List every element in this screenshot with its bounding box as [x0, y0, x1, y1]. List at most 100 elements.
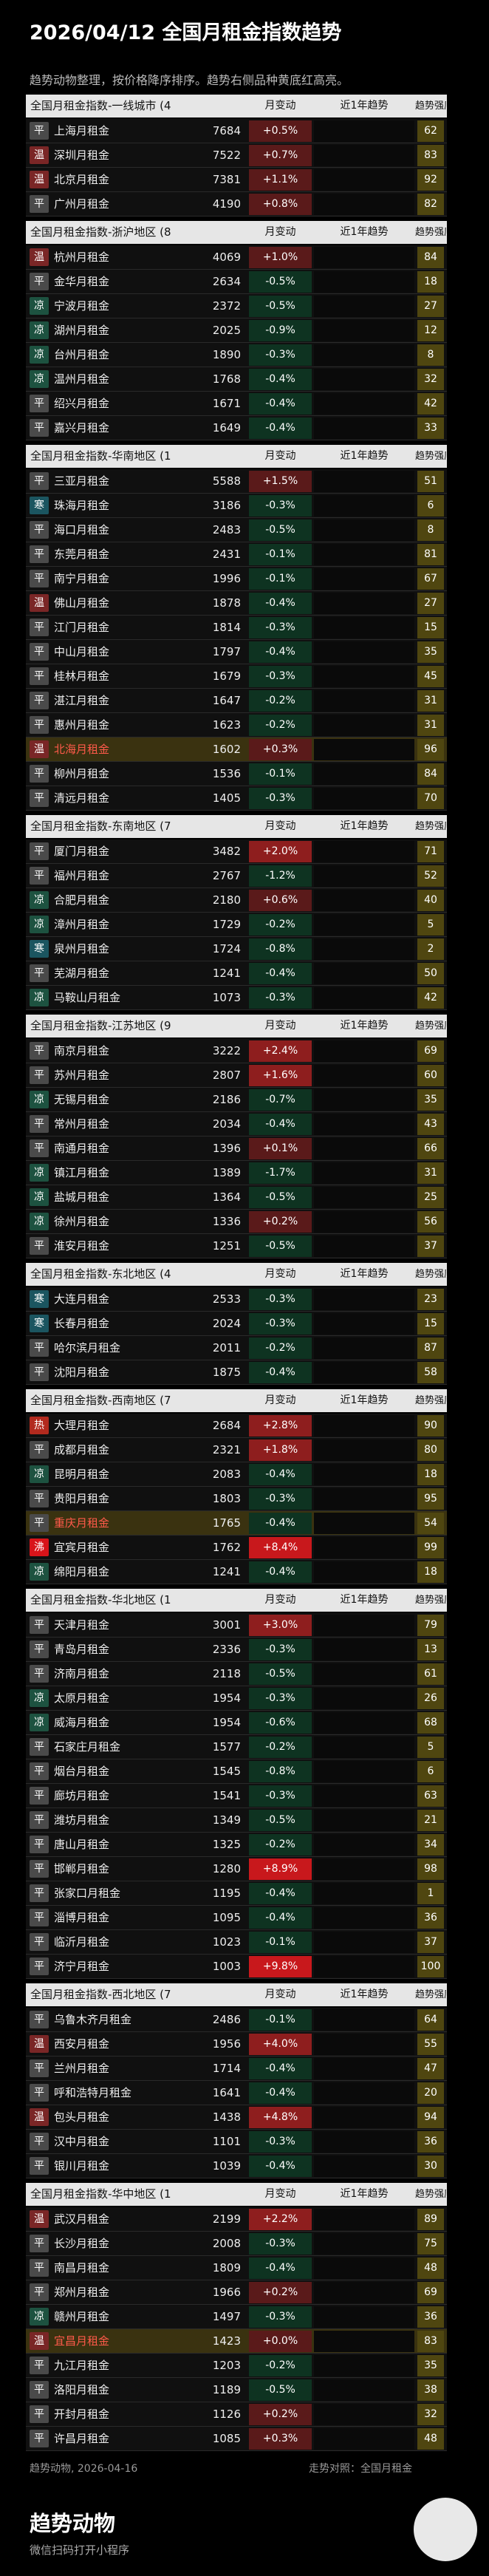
- section-title: 全国月租金指数-西北地区 (7: [30, 1988, 171, 2001]
- trend-strength: 100: [417, 1956, 444, 1977]
- price: 1280: [212, 1862, 241, 1875]
- price: 1875: [212, 1366, 241, 1379]
- month-change: +1.1%: [249, 169, 312, 191]
- trend-cell: [314, 2156, 414, 2177]
- section-title: 全国月租金指数-东南地区 (7: [30, 820, 171, 833]
- city-name: 珠海月租金: [54, 499, 110, 512]
- city-name: 盐城月租金: [54, 1190, 110, 1204]
- month-change: -0.3%: [249, 617, 312, 638]
- price: 3001: [212, 1618, 241, 1632]
- trend-cell: [314, 1236, 414, 1257]
- price: 1966: [212, 2286, 241, 2299]
- status-tag: 凉: [30, 1689, 49, 1707]
- price: 1541: [212, 1789, 241, 1802]
- column-trend: 近1年趋势: [340, 820, 389, 832]
- trend-cell: [314, 271, 414, 293]
- trend-strength: 18: [417, 271, 444, 293]
- trend-cell: [314, 2331, 414, 2352]
- month-change: +2.2%: [249, 2209, 312, 2230]
- price: 2008: [212, 2237, 241, 2250]
- month-change: -0.4%: [249, 369, 312, 390]
- price: 1602: [212, 743, 241, 756]
- month-change: -0.3%: [249, 2306, 312, 2328]
- month-change: -0.3%: [249, 495, 312, 517]
- city-name: 广州月租金: [54, 197, 110, 211]
- trend-cell: [314, 890, 414, 911]
- trend-strength: 15: [417, 1313, 444, 1335]
- trend-cell: [314, 544, 414, 565]
- price: 5588: [212, 474, 241, 488]
- city-name: 南京月租金: [54, 1044, 110, 1057]
- price: 1389: [212, 1166, 241, 1179]
- month-change: -0.3%: [249, 666, 312, 687]
- section-header: [26, 2183, 447, 2206]
- brand-name: 趋势动物: [30, 2511, 116, 2536]
- status-tag: 凉: [30, 2308, 49, 2325]
- status-tag: 平: [30, 1957, 49, 1975]
- trend-cell: [314, 1907, 414, 1929]
- trend-cell: [314, 2355, 414, 2376]
- price: 1954: [212, 1691, 241, 1705]
- status-tag: 平: [30, 2357, 49, 2374]
- city-name: 洛阳月租金: [54, 2383, 110, 2396]
- trend-strength: 69: [417, 2282, 444, 2303]
- column-strength: 趋势强度: [415, 1020, 446, 1032]
- trend-strength: 36: [417, 1907, 444, 1929]
- month-change: -0.2%: [249, 1338, 312, 1359]
- status-tag: 平: [30, 570, 49, 587]
- price: 1996: [212, 572, 241, 585]
- month-change: -0.3%: [249, 1688, 312, 1709]
- trend-strength: 21: [417, 1810, 444, 1831]
- month-change: -1.2%: [249, 865, 312, 887]
- month-change: -0.3%: [249, 788, 312, 809]
- status-tag: 温: [30, 146, 49, 164]
- trend-cell: [314, 841, 414, 862]
- city-name: 南昌月租金: [54, 2261, 110, 2275]
- city-name: 宜宾月租金: [54, 1541, 110, 1554]
- month-change: +2.0%: [249, 841, 312, 862]
- city-name: 威海月租金: [54, 1716, 110, 1729]
- column-change: 月变动: [264, 1989, 296, 2000]
- status-tag: 平: [30, 1237, 49, 1255]
- month-change: -0.4%: [249, 2156, 312, 2177]
- status-tag: 平: [30, 419, 49, 437]
- trend-cell: [314, 715, 414, 736]
- city-name: 开封月租金: [54, 2408, 110, 2421]
- trend-strength: 55: [417, 2034, 444, 2055]
- month-change: +0.2%: [249, 2282, 312, 2303]
- trend-strength: 31: [417, 1162, 444, 1184]
- price: 2011: [212, 1341, 241, 1355]
- status-tag: 凉: [30, 1465, 49, 1483]
- trend-cell: [314, 1537, 414, 1558]
- price: 1203: [212, 2359, 241, 2372]
- city-name: 嘉兴月租金: [54, 421, 110, 435]
- status-tag: 平: [30, 1616, 49, 1634]
- month-change: +4.0%: [249, 2034, 312, 2055]
- status-tag: 平: [30, 472, 49, 490]
- trend-cell: [314, 1712, 414, 1734]
- city-name: 淄博月租金: [54, 1911, 110, 1924]
- price: 1195: [212, 1887, 241, 1900]
- trend-cell: [314, 617, 414, 638]
- city-name: 杭州月租金: [54, 251, 110, 264]
- trend-strength: 2: [417, 938, 444, 960]
- city-name: 深圳月租金: [54, 149, 110, 162]
- trend-strength: 32: [417, 2404, 444, 2425]
- city-name: 马鞍山月租金: [54, 991, 121, 1004]
- price: 2180: [212, 893, 241, 907]
- price: 2431: [212, 548, 241, 561]
- status-tag: 平: [30, 2259, 49, 2277]
- price: 1396: [212, 1142, 241, 1155]
- city-name: 泉州月租金: [54, 942, 110, 955]
- price: 2486: [212, 2013, 241, 2026]
- trend-strength: 99: [417, 1537, 444, 1558]
- city-name: 哈尔滨月租金: [54, 1341, 121, 1355]
- price: 2321: [212, 1443, 241, 1456]
- status-tag: 平: [30, 1738, 49, 1756]
- price: 1325: [212, 1838, 241, 1851]
- trend-strength: 70: [417, 788, 444, 809]
- price: 2483: [212, 523, 241, 536]
- month-change: -0.5%: [249, 1236, 312, 1257]
- trend-strength: 67: [417, 568, 444, 590]
- trend-strength: 30: [417, 2156, 444, 2177]
